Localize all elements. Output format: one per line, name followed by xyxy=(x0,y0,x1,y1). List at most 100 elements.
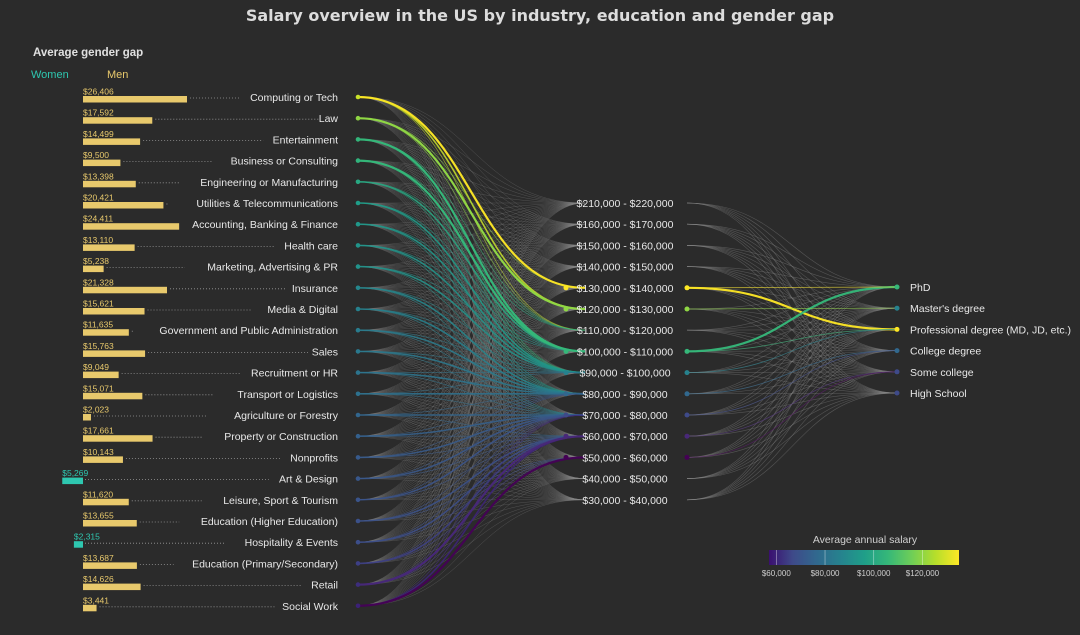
flow-salary-education xyxy=(686,223,898,373)
industry-label: Retail xyxy=(311,580,338,592)
flow-industry-salary-colored xyxy=(357,223,586,352)
flow-highlight xyxy=(357,95,586,289)
flow-salary-education xyxy=(686,392,898,479)
gap-bar xyxy=(83,604,97,612)
gap-bar xyxy=(83,456,123,463)
industry-label: Engineering or Manufacturing xyxy=(200,177,338,189)
salary-band-label: $150,000 - $160,000 xyxy=(577,240,674,252)
flow-salary-education xyxy=(686,329,898,394)
education-node xyxy=(894,348,900,354)
industry-node xyxy=(355,582,361,587)
industry-node xyxy=(355,561,361,566)
flow-salary-education xyxy=(686,202,898,288)
education-node xyxy=(894,305,900,311)
industry-label: Sales xyxy=(312,346,338,358)
flow-salary-education xyxy=(686,245,898,309)
flow-industry-salary xyxy=(357,96,586,246)
flow-industry-salary-colored xyxy=(357,308,586,374)
gap-value-label: $3,441 xyxy=(83,595,109,605)
gap-value-label: $2,023 xyxy=(83,405,109,415)
gap-value-label: $13,655 xyxy=(83,511,114,521)
flow-salary-education-colored xyxy=(686,307,898,310)
gap-value-label: $9,500 xyxy=(83,150,109,160)
salary-band-label: $140,000 - $150,000 xyxy=(577,262,674,274)
flow-salary-education xyxy=(686,307,898,416)
gap-value-label: $17,661 xyxy=(83,426,114,436)
gap-value-label: $15,763 xyxy=(83,341,114,351)
industry-label: Accounting, Banking & Finance xyxy=(192,219,338,231)
industry-node xyxy=(355,221,361,227)
chart-title: Salary overview in the US by industry, e… xyxy=(245,6,835,25)
salary-band-label: $60,000 - $70,000 xyxy=(582,431,667,443)
flow-salary-education xyxy=(686,266,898,394)
flow-industry-salary xyxy=(357,499,586,607)
flow-salary-education xyxy=(686,202,898,330)
flow-industry-salary-colored xyxy=(357,372,586,395)
flow-industry-salary-colored xyxy=(357,414,586,501)
education-label: High School xyxy=(910,388,967,400)
flow-industry-salary xyxy=(357,499,586,585)
industry-node xyxy=(355,497,361,503)
gap-bar xyxy=(83,180,136,188)
flow-industry-salary-colored xyxy=(357,393,586,501)
flow-salary-education-colored xyxy=(686,350,898,395)
salary-node-left xyxy=(563,433,569,439)
flow-industry-salary-colored xyxy=(357,414,586,522)
industry-label: Computing or Tech xyxy=(250,92,338,104)
industry-node xyxy=(355,391,361,397)
industry-node xyxy=(355,200,361,206)
flow-salary-education xyxy=(686,286,898,310)
flow-salary-education-colored xyxy=(686,371,898,458)
salary-node-right xyxy=(684,412,690,418)
industry-label: Marketing, Advertising & PR xyxy=(207,262,338,274)
gap-bar xyxy=(83,329,129,336)
industry-label: Hospitality & Events xyxy=(245,537,338,549)
colorbar-title: Average annual salary xyxy=(812,534,918,546)
salary-node-left xyxy=(563,348,569,354)
gap-value-label: $5,238 xyxy=(83,256,109,266)
industry-node xyxy=(355,264,361,269)
gap-bar xyxy=(83,265,104,273)
salary-band-label: $110,000 - $120,000 xyxy=(577,325,673,337)
legend-men: Men xyxy=(107,69,129,81)
gap-value-label: $13,110 xyxy=(83,235,113,245)
salary-band-label: $50,000 - $60,000 xyxy=(582,452,667,464)
education-node xyxy=(894,390,900,396)
industry-label: Social Work xyxy=(282,601,339,613)
education-label: College degree xyxy=(910,346,981,358)
education-node xyxy=(894,284,900,290)
gap-bar xyxy=(83,562,137,569)
gap-value-label: $15,071 xyxy=(83,383,114,393)
flow-salary-education xyxy=(686,202,898,309)
flow-industry-salary xyxy=(357,117,586,225)
salary-node-right xyxy=(684,454,690,460)
industry-node xyxy=(355,94,361,100)
education-node xyxy=(894,326,900,332)
industry-node xyxy=(355,137,361,142)
flow-highlight xyxy=(686,285,898,353)
flow-salary-education xyxy=(686,350,898,373)
salary-node-right xyxy=(684,391,690,397)
gap-bar xyxy=(62,477,83,485)
flow-industry-salary-colored xyxy=(357,287,586,374)
legend-women: Women xyxy=(31,69,69,81)
gap-value-label: $15,621 xyxy=(83,299,114,309)
salary-node-right xyxy=(684,285,690,291)
industry-node xyxy=(355,412,361,418)
flow-salary-education xyxy=(686,371,898,501)
industry-label: Education (Higher Education) xyxy=(201,516,338,528)
nodes xyxy=(355,94,900,609)
flow-salary-education xyxy=(686,245,898,351)
gap-value-label: $26,406 xyxy=(83,87,114,97)
flow-salary-education xyxy=(686,371,898,416)
flow-salary-education-colored xyxy=(686,350,898,416)
industry-label: Insurance xyxy=(292,283,338,295)
flow-salary-education xyxy=(686,223,898,309)
gap-bar xyxy=(83,96,187,103)
flow-industry-salary-colored xyxy=(357,393,586,416)
salary-band-label: $70,000 - $80,000 xyxy=(582,410,667,422)
industry-label: Media & Digital xyxy=(267,304,338,316)
industry-node xyxy=(355,539,361,545)
gap-value-label: $11,620 xyxy=(83,489,113,499)
flow-industry-salary-colored xyxy=(357,266,586,352)
